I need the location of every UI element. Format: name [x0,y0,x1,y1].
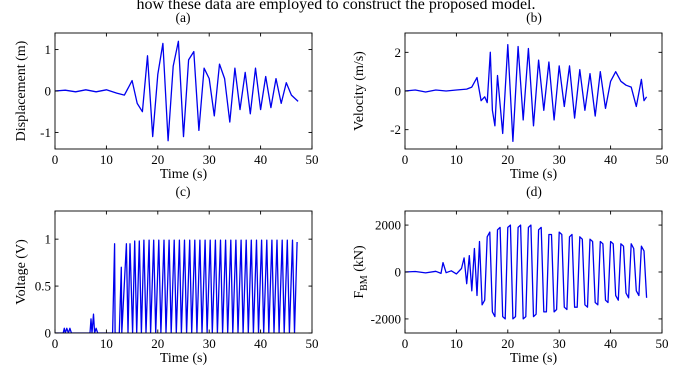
panel-label-c: (c) [176,184,191,199]
y-tick-label-a--1: -1 [40,125,51,140]
x-tick-label-c-20: 20 [151,336,164,351]
x-tick-label-a-0: 0 [52,152,59,167]
x-tick-label-d-0: 0 [402,336,409,351]
x-axis-label-b: Time (s) [510,167,558,182]
x-tick-label-b-30: 30 [553,152,566,167]
y-tick-label-b--2: -2 [390,122,401,137]
x-tick-label-d-30: 30 [553,336,566,351]
x-axis-label-a: Time (s) [160,167,208,182]
panel-c: (c) 0 10 20 30 40 50 0 0.5 1 Time (s) Voltage (V) [14,184,319,366]
y-tick-label-b-2: 2 [395,45,402,60]
x-tick-label-a-10: 10 [100,152,113,167]
y-tick-label-d-0: 0 [395,265,402,280]
x-tick-label-b-40: 40 [604,152,617,167]
y-tick-label-a-1: 1 [45,42,52,57]
y-tick-label-c-0: 0 [45,326,52,341]
y-tick-label-c-0.5: 0.5 [35,279,51,294]
x-tick-label-d-40: 40 [604,336,617,351]
y-axis-label-a: Displacement (m) [14,40,29,141]
y-axis-label-d: FBM (kN) [352,245,370,299]
series-line-a [55,40,299,142]
x-tick-label-c-0: 0 [52,336,59,351]
x-tick-label-b-10: 10 [450,152,463,167]
panel-label-a: (a) [176,10,191,25]
x-axis-label-c: Time (s) [160,351,208,366]
x-tick-label-c-50: 50 [306,336,319,351]
y-tick-label-d--2000: -2000 [371,311,401,326]
series-line-b [405,43,648,142]
x-tick-label-b-50: 50 [656,152,669,167]
caption-fragment: how these data are employed to construct… [137,0,536,13]
x-axis-label-d: Time (s) [510,351,558,366]
x-tick-label-b-0: 0 [402,152,409,167]
x-tick-label-c-30: 30 [203,336,216,351]
y-tick-label-b-0: 0 [395,84,402,99]
x-tick-label-d-10: 10 [450,336,463,351]
x-tick-label-a-50: 50 [306,152,319,167]
series-line-d [405,224,648,320]
x-tick-label-d-50: 50 [656,336,669,351]
y-axis-label-b: Velocity (m/s) [352,51,367,131]
y-tick-label-c-1: 1 [45,232,52,247]
y-tick-label-a-0: 0 [45,84,52,99]
series-line-c [55,239,298,333]
x-tick-label-d-20: 20 [501,336,514,351]
x-tick-label-a-20: 20 [151,152,164,167]
x-tick-label-c-10: 10 [100,336,113,351]
x-tick-label-c-40: 40 [254,336,267,351]
x-tick-label-a-40: 40 [254,152,267,167]
panel-label-d: (d) [526,184,542,199]
x-tick-label-b-20: 20 [501,152,514,167]
axes-frame-c [54,210,313,334]
x-tick-label-a-30: 30 [203,152,216,167]
y-tick-label-d-2000: 2000 [375,218,401,233]
y-axis-label-c: Voltage (V) [14,239,29,305]
panel-label-b: (b) [526,10,542,25]
